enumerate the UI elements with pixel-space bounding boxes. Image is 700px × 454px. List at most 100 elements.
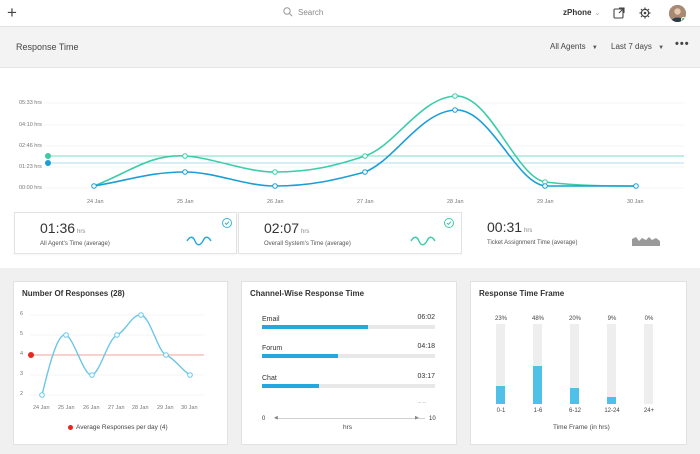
gear-icon[interactable] <box>639 7 651 19</box>
days-filter-label: Last 7 days <box>611 42 652 51</box>
y-tick-label: 00:00 hrs <box>19 185 42 191</box>
online-status-dot <box>681 17 686 22</box>
days-filter-dropdown[interactable]: Last 7 days ▼ <box>611 42 664 51</box>
stat-unit: hrs <box>524 228 533 234</box>
timeframe-bar-track <box>570 324 579 404</box>
avatar[interactable] <box>669 5 686 22</box>
timeframe-percent: 20% <box>568 316 581 322</box>
search-box[interactable]: Search <box>283 7 323 17</box>
agents-filter-dropdown[interactable]: All Agents ▼ <box>550 42 598 51</box>
responses-data-point[interactable] <box>89 372 95 378</box>
x-tick-label: 30 Jan <box>181 405 198 411</box>
stat-value: 00:31 hrs <box>487 219 532 235</box>
stat-unit: hrs <box>77 229 86 235</box>
phone-selector[interactable]: zPhone ⌄ <box>563 8 600 17</box>
y-tick-label: 3 <box>20 371 24 377</box>
channel-time: 03:17 <box>417 373 435 380</box>
response-time-frame-card: Response Time Frame 23% 0-1 48% 1-6 20% … <box>470 281 687 445</box>
responses-data-point[interactable] <box>114 332 120 338</box>
responses-data-point[interactable] <box>138 312 144 318</box>
average-marker <box>28 352 34 358</box>
channel-bar-track <box>262 325 435 329</box>
wave-sparkline-icon <box>186 236 212 246</box>
channel-bar-track <box>262 354 435 358</box>
horizontal-scrollbar[interactable] <box>275 418 425 419</box>
more-options-icon[interactable]: ••• <box>675 38 690 50</box>
scroll-right-icon[interactable]: ▶ <box>415 415 419 421</box>
card-title: Number Of Responses (28) <box>22 289 125 298</box>
timeframe-bar-track <box>644 324 653 404</box>
responses-legend: Average Responses per day (4) <box>68 424 168 431</box>
y-tick-label: 4 <box>20 351 24 357</box>
check-circle-icon <box>444 218 454 228</box>
card-title: Response Time Frame <box>479 289 565 298</box>
timeframe-percent: 9% <box>607 316 617 322</box>
responses-data-point[interactable] <box>39 392 45 398</box>
response-time-line-chart <box>44 93 684 189</box>
axis-min-label: 0 <box>262 416 266 422</box>
x-tick-label: 30 Jan <box>627 199 644 205</box>
x-tick-label: 26 Jan <box>267 199 284 205</box>
axis-max-label: 10 <box>429 416 436 422</box>
stat-value: 02:07 hrs <box>264 220 309 236</box>
agents-data-point[interactable] <box>91 183 97 189</box>
timeframe-category: 12-24 <box>604 408 620 414</box>
channel-name: Forum <box>262 345 283 352</box>
agents-data-point[interactable] <box>633 183 639 189</box>
stat-label: Ticket Assignment Time (average) <box>487 240 578 246</box>
y-tick-label: 6 <box>20 311 24 317</box>
timeframe-bar-track <box>496 324 505 404</box>
responses-card: Number Of Responses (28) 6 5 4 3 2 24 Ja… <box>13 281 228 445</box>
timeframe-percent: 0% <box>644 316 654 322</box>
agents-data-point[interactable] <box>452 107 458 113</box>
y-tick-label: 05:33 hrs <box>19 100 42 106</box>
timeframe-bar-fill[interactable] <box>533 365 542 404</box>
channel-time: 06:02 <box>417 314 435 321</box>
x-tick-label: 29 Jan <box>537 199 554 205</box>
section-header: Response Time All Agents ▼ Last 7 days ▼… <box>0 27 700 68</box>
channel-bar-fill <box>262 354 339 358</box>
system-data-point[interactable] <box>452 93 458 99</box>
responses-data-point[interactable] <box>163 352 169 358</box>
y-tick-label: 2 <box>20 391 24 397</box>
timeframe-bar-fill[interactable] <box>570 388 579 404</box>
page-title: Response Time <box>16 42 79 52</box>
responses-data-point[interactable] <box>63 332 69 338</box>
legend-label: Average Responses per day (4) <box>76 424 168 431</box>
channel-bar-track <box>262 384 435 388</box>
channel-time: 04:18 <box>417 343 435 350</box>
x-tick-label: 28 Jan <box>132 405 149 411</box>
channel-bar-fill <box>262 384 320 388</box>
system-data-point[interactable] <box>272 169 278 175</box>
agents-time-stat: 01:36 hrs All Agent's Time (average) <box>14 212 237 254</box>
area-sparkline-icon <box>632 237 660 246</box>
timeframe-percent: 48% <box>531 316 544 322</box>
caret-down-icon: ▼ <box>591 45 598 51</box>
agents-data-point[interactable] <box>362 169 368 175</box>
agents-average-marker <box>45 160 51 166</box>
y-tick-label: 02:46 hrs <box>19 143 42 149</box>
stat-value-number: 01:36 <box>40 220 76 236</box>
responses-data-point[interactable] <box>187 372 193 378</box>
stat-label: All Agent's Time (average) <box>40 241 110 247</box>
system-data-point[interactable] <box>362 153 368 159</box>
external-link-icon[interactable] <box>613 7 625 19</box>
y-tick-label: 01:23 hrs <box>19 164 42 170</box>
system-data-point[interactable] <box>182 153 188 159</box>
channel-row-chat: Chat 03:17 <box>262 373 435 388</box>
agents-data-point[interactable] <box>542 183 548 189</box>
phone-label: zPhone <box>563 8 592 17</box>
timeframe-axis-label: Time Frame (in hrs) <box>553 424 610 431</box>
channel-name: Email <box>262 316 280 323</box>
agents-data-point[interactable] <box>182 169 188 175</box>
timeframe-bar-fill[interactable] <box>496 385 505 404</box>
channel-row-forum: Forum 04:18 <box>262 343 435 358</box>
scroll-left-icon[interactable]: ◀ <box>274 415 278 421</box>
agents-data-point[interactable] <box>272 183 278 189</box>
x-tick-label: 27 Jan <box>357 199 374 205</box>
x-tick-label: 25 Jan <box>177 199 194 205</box>
add-plus-icon[interactable]: + <box>7 3 17 22</box>
wave-sparkline-icon <box>410 236 436 246</box>
timeframe-percent: 23% <box>494 316 507 322</box>
timeframe-bar-fill[interactable] <box>607 396 616 404</box>
